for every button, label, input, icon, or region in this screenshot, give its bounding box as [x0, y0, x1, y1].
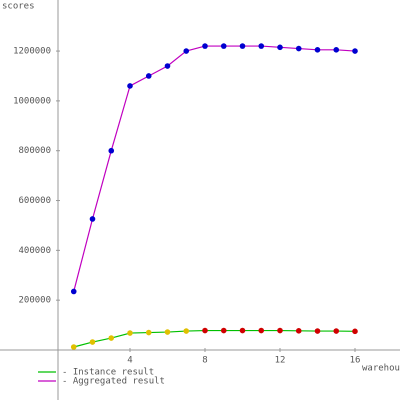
x-tick-label: 8	[202, 356, 207, 366]
data-point	[70, 344, 77, 350]
x-tick-label: 12	[275, 356, 286, 366]
data-point	[239, 43, 246, 49]
data-point	[89, 339, 96, 345]
data-point	[258, 43, 265, 49]
y-tick-label: 800000	[18, 146, 51, 156]
y-tick-label: 1000000	[13, 96, 51, 106]
data-point	[333, 47, 340, 53]
data-point	[164, 329, 171, 335]
data-point	[220, 327, 227, 334]
data-point	[277, 327, 283, 334]
data-point	[352, 328, 358, 335]
series-line	[73, 329, 356, 348]
data-point	[295, 45, 302, 52]
x-tick-label: 16	[350, 356, 361, 366]
data-point	[295, 328, 302, 334]
data-point	[108, 147, 115, 154]
data-point	[183, 48, 190, 54]
data-point	[70, 288, 77, 295]
data-point	[277, 44, 283, 51]
data-point	[145, 329, 152, 336]
data-point	[108, 335, 115, 341]
data-point	[220, 43, 227, 49]
y-tick-label: 200000	[18, 296, 51, 306]
x-axis-label: warehouses	[362, 364, 400, 374]
data-point	[164, 63, 171, 69]
y-axis-label: scores	[2, 2, 35, 12]
legend-label: - Aggregated result	[62, 377, 165, 387]
data-point	[183, 328, 190, 334]
data-point	[314, 328, 321, 334]
data-point	[314, 47, 321, 53]
x-tick-label: 4	[127, 356, 132, 366]
data-point	[127, 83, 133, 89]
data-point	[239, 327, 246, 334]
y-tick-label: 600000	[18, 196, 51, 206]
data-point	[352, 48, 358, 54]
data-point	[333, 328, 340, 334]
legend-label: - Instance result	[62, 368, 154, 378]
data-point	[258, 327, 265, 334]
y-tick-label: 1200000	[13, 47, 51, 57]
data-point	[89, 216, 96, 222]
data-point	[145, 73, 152, 79]
series-line	[73, 45, 356, 292]
data-point	[202, 43, 208, 49]
data-point	[202, 327, 208, 334]
y-tick-label: 400000	[18, 246, 51, 256]
data-point	[127, 330, 133, 336]
